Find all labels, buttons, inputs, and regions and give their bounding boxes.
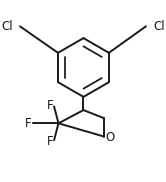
Text: F: F <box>47 135 54 148</box>
Text: Cl: Cl <box>1 20 13 33</box>
Text: Cl: Cl <box>153 20 165 33</box>
Text: F: F <box>47 99 54 112</box>
Text: O: O <box>105 131 115 144</box>
Text: F: F <box>25 117 32 130</box>
